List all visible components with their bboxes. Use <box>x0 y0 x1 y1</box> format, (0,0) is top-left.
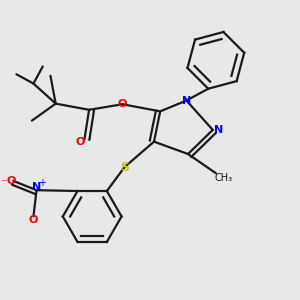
Text: O: O <box>29 215 38 225</box>
Text: +: + <box>38 178 46 188</box>
Text: O: O <box>75 137 85 147</box>
Text: O: O <box>118 99 127 109</box>
Text: N: N <box>32 182 41 192</box>
Text: N: N <box>214 125 223 135</box>
Text: ⁻: ⁻ <box>0 178 7 190</box>
Text: N: N <box>182 95 191 106</box>
Text: O: O <box>6 176 16 186</box>
Text: CH₃: CH₃ <box>214 173 232 183</box>
Text: S: S <box>120 160 129 173</box>
